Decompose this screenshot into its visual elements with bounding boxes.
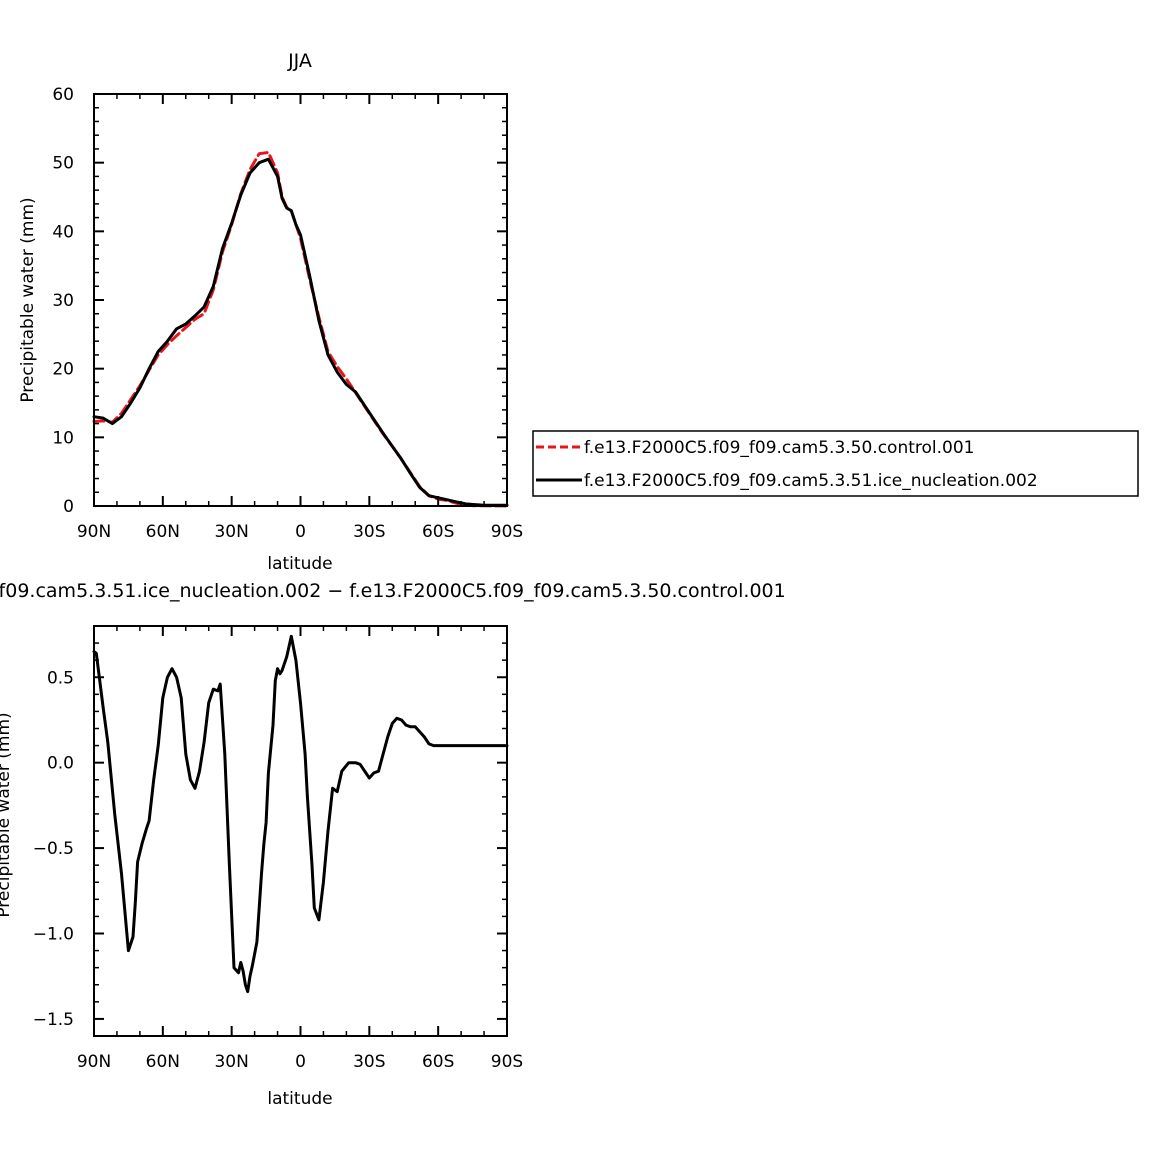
panel-2-y-axis-label: Precipitable water (mm) bbox=[0, 712, 14, 917]
panel-2-x-tick-label: 60N bbox=[146, 1052, 180, 1072]
panel-2-y-tick-label: −1.0 bbox=[33, 925, 74, 945]
panel-2-title: f.e13.F2000C5.f09_f09.cam5.3.51.ice_nucl… bbox=[0, 580, 786, 602]
panel-2-x-axis-label: latitude bbox=[267, 1089, 332, 1109]
panel-1-x-tick-label: 0 bbox=[295, 522, 306, 542]
panel-1-y-tick-label: 40 bbox=[52, 222, 74, 242]
panel-1-x-axis-label: latitude bbox=[267, 554, 332, 574]
panel-1-x-tick-label: 30S bbox=[353, 522, 385, 542]
panel-1-y-axis-label: Precipitable water (mm) bbox=[18, 197, 38, 402]
legend-box bbox=[532, 430, 1139, 497]
panel-1-y-tick-label: 10 bbox=[52, 428, 74, 448]
panel-1-x-tick-label: 30N bbox=[214, 522, 248, 542]
panel-2-x-tick-label: 90S bbox=[491, 1052, 523, 1072]
panel-1-title: JJA bbox=[287, 50, 312, 72]
panel-1-y-tick-label: 0 bbox=[63, 497, 74, 517]
panel-2-plot-area: 90N 60N 30N 0 30S 60S 90S −1.5 −1.0 −0.5 0.0 0.5 bbox=[33, 625, 523, 1072]
panel-1-x-tick-label: 60S bbox=[422, 522, 454, 542]
panel-2-x-tick-label: 30N bbox=[214, 1052, 248, 1072]
panel-1-y-tick-label: 50 bbox=[52, 154, 74, 174]
panel-2-x-tick-label: 30S bbox=[353, 1052, 385, 1072]
legend-label-control: f.e13.F2000C5.f09_f09.cam5.3.50.control.… bbox=[584, 438, 975, 458]
panel-2-x-tick-label: 0 bbox=[295, 1052, 306, 1072]
legend: f.e13.F2000C5.f09_f09.cam5.3.50.control.… bbox=[532, 430, 1139, 497]
panel-1-x-tick-label: 90N bbox=[77, 522, 111, 542]
panel-2-series-line-0 bbox=[92, 634, 509, 994]
panel-2-y-tick-label: −1.5 bbox=[33, 1010, 74, 1030]
panel-2-chart: f.e13.F2000C5.f09_f09.cam5.3.51.ice_nucl… bbox=[0, 580, 786, 1109]
panel-1-y-tick-label: 30 bbox=[52, 291, 74, 311]
panel-1-x-tick-label: 90S bbox=[491, 522, 523, 542]
panel-1-plot-area: 90N 60N 30N 0 30S 60S 90S 0 10 20 30 40 50 60 bbox=[52, 85, 523, 542]
panel-1-y-tick-label: 60 bbox=[52, 85, 74, 105]
panel-2-x-tick-label: 60S bbox=[422, 1052, 454, 1072]
panel-1-y-tick-label: 20 bbox=[52, 360, 74, 380]
panel-2-y-tick-label: 0.5 bbox=[47, 668, 74, 688]
panel-1-x-tick-label: 60N bbox=[146, 522, 180, 542]
panel-2-y-tick-label: −0.5 bbox=[33, 839, 74, 859]
panel-2-y-tick-label: 0.0 bbox=[47, 754, 74, 774]
legend-label-ice-nucleation: f.e13.F2000C5.f09_f09.cam5.3.51.ice_nucl… bbox=[584, 471, 1038, 491]
panel-2-x-tick-label: 90N bbox=[77, 1052, 111, 1072]
panel-1-chart: JJA 90N 60N 30N 0 30S 60S 90S 0 10 20 30 40 50 60 lat… bbox=[18, 50, 523, 574]
